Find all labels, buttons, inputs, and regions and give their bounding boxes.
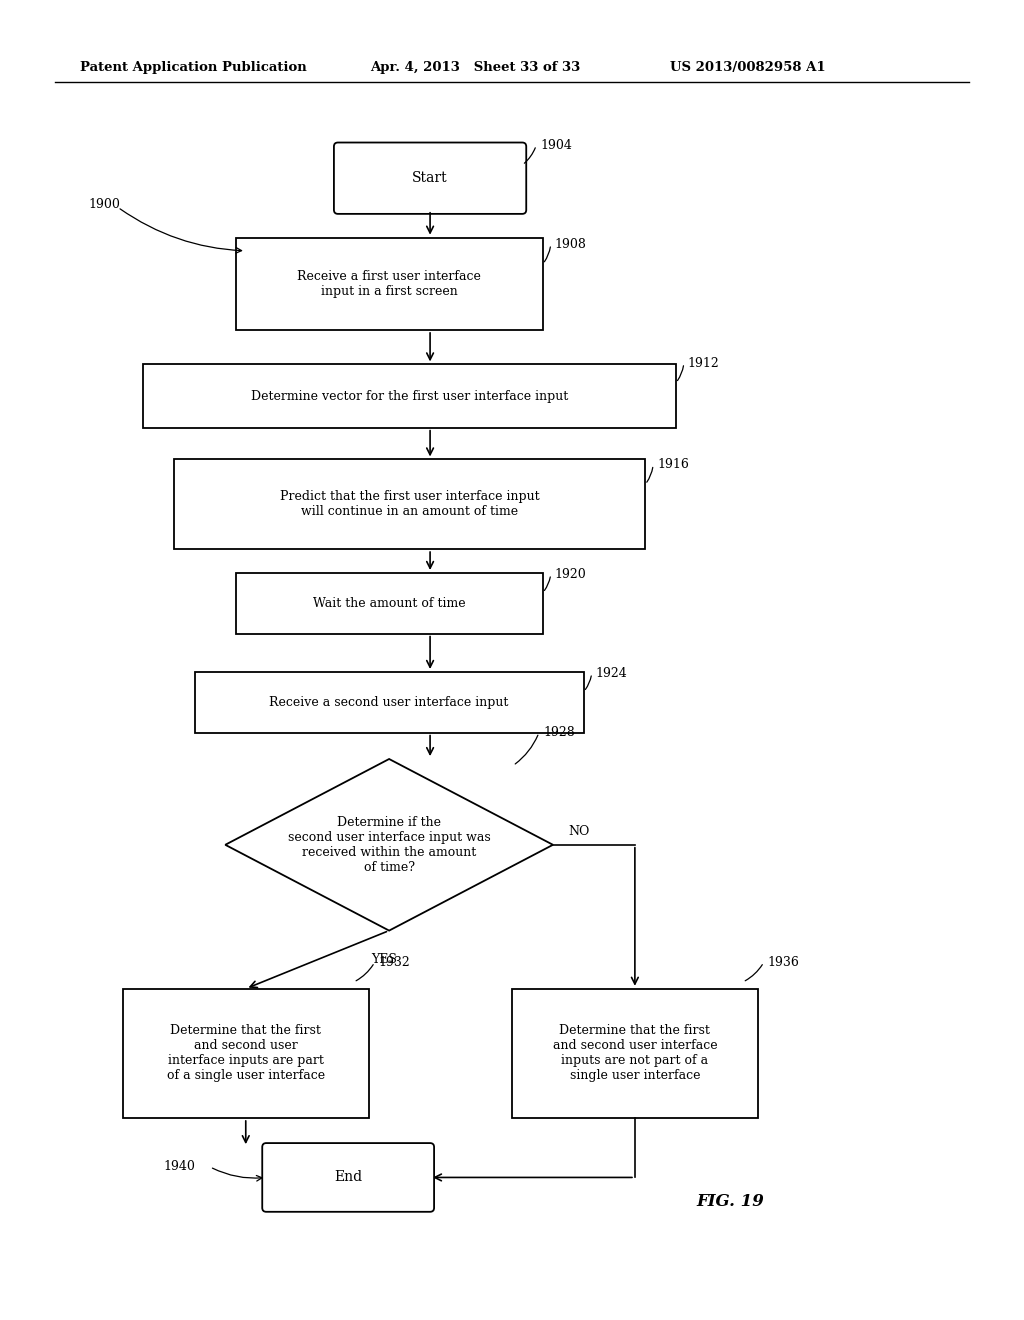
Text: NO: NO xyxy=(568,825,590,838)
Text: Predict that the first user interface input
will continue in an amount of time: Predict that the first user interface in… xyxy=(280,490,540,519)
Text: 1920: 1920 xyxy=(555,568,587,581)
Bar xyxy=(174,459,645,549)
Text: 1904: 1904 xyxy=(541,139,572,152)
Text: 1940: 1940 xyxy=(164,1160,196,1173)
Text: Determine if the
second user interface input was
received within the amount
of t: Determine if the second user interface i… xyxy=(288,816,490,874)
Text: 1932: 1932 xyxy=(379,956,411,969)
Text: YES: YES xyxy=(371,953,397,966)
Text: 1928: 1928 xyxy=(543,726,574,739)
Text: End: End xyxy=(334,1171,362,1184)
Bar xyxy=(143,364,676,428)
FancyBboxPatch shape xyxy=(262,1143,434,1212)
Text: Patent Application Publication: Patent Application Publication xyxy=(80,62,307,74)
Bar xyxy=(195,672,584,733)
Text: 1916: 1916 xyxy=(657,458,689,471)
Text: Receive a first user interface
input in a first screen: Receive a first user interface input in … xyxy=(297,269,481,298)
Text: Start: Start xyxy=(413,172,447,185)
Text: 1908: 1908 xyxy=(555,238,587,251)
Text: 1912: 1912 xyxy=(688,356,720,370)
Polygon shape xyxy=(225,759,553,931)
Bar xyxy=(236,238,543,330)
Text: 1924: 1924 xyxy=(596,667,628,680)
FancyBboxPatch shape xyxy=(334,143,526,214)
Bar xyxy=(123,989,369,1118)
Text: Determine that the first
and second user interface
inputs are not part of a
sing: Determine that the first and second user… xyxy=(553,1024,717,1082)
Text: 1900: 1900 xyxy=(88,198,120,211)
Text: 1936: 1936 xyxy=(768,956,800,969)
Bar xyxy=(236,573,543,634)
Text: Receive a second user interface input: Receive a second user interface input xyxy=(269,696,509,709)
Bar xyxy=(512,989,758,1118)
Text: Apr. 4, 2013   Sheet 33 of 33: Apr. 4, 2013 Sheet 33 of 33 xyxy=(370,62,581,74)
Text: FIG. 19: FIG. 19 xyxy=(696,1193,764,1209)
Text: Determine that the first
and second user
interface inputs are part
of a single u: Determine that the first and second user… xyxy=(167,1024,325,1082)
Text: Determine vector for the first user interface input: Determine vector for the first user inte… xyxy=(251,389,568,403)
Text: Wait the amount of time: Wait the amount of time xyxy=(312,597,466,610)
Text: US 2013/0082958 A1: US 2013/0082958 A1 xyxy=(670,62,825,74)
